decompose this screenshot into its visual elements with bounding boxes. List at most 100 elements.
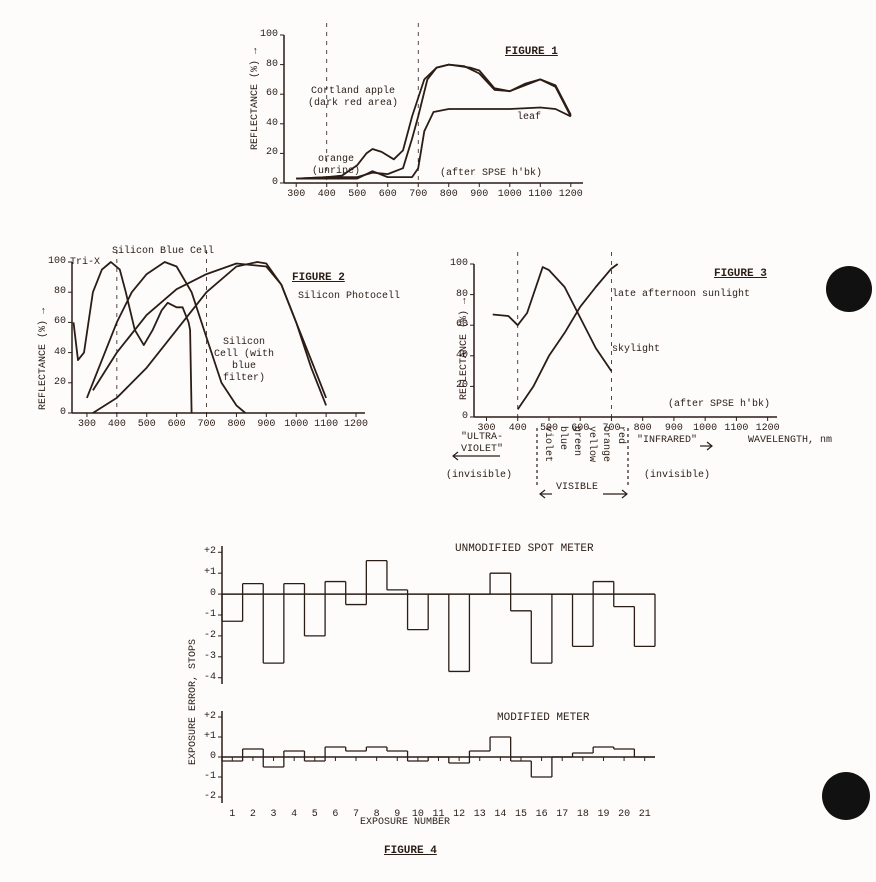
x-tick-label: 6 — [332, 809, 339, 820]
x-tick-label: 600 — [378, 189, 397, 200]
chart-title: FIGURE 2 — [292, 272, 345, 284]
x-tick-label: 14 — [494, 809, 507, 820]
series-label: Silicon Photocell — [298, 291, 401, 302]
y-tick-label: -2 — [204, 791, 217, 802]
x-tick-label: 1200 — [558, 189, 583, 200]
x-tick-label: 500 — [348, 189, 367, 200]
x-tick-label: 1000 — [497, 189, 522, 200]
x-tick-label: 700 — [197, 419, 216, 430]
x-tick-label: 800 — [227, 419, 246, 430]
y-axis-label: EXPOSURE ERROR, STOPS — [188, 638, 199, 765]
y-tick-label: 0 — [210, 588, 217, 600]
x-tick-label: 1100 — [724, 423, 749, 434]
x-tick-label: 1100 — [314, 419, 339, 430]
x-tick-label: 13 — [473, 809, 486, 820]
x-tick-label: 500 — [539, 423, 558, 434]
series-line — [296, 63, 572, 180]
x-tick-label: 17 — [556, 809, 569, 820]
x-tick-label: 300 — [77, 419, 96, 430]
y-tick-label: +1 — [204, 731, 217, 742]
y-tick-label: 20 — [54, 376, 67, 388]
band-label: violet — [542, 426, 553, 463]
annotation: (after SPSE h'bk) — [668, 399, 771, 410]
y-tick-label: -3 — [204, 650, 217, 662]
x-tick-label: 1000 — [284, 419, 309, 430]
y-tick-label: -1 — [204, 609, 217, 620]
x-tick-label: 12 — [453, 809, 466, 820]
arrow-head — [452, 451, 459, 461]
chart-title: MODIFIED METER — [497, 712, 590, 724]
x-tick-label: 19 — [597, 809, 610, 820]
annotation: (after SPSE h'bk) — [440, 168, 543, 179]
binder-hole — [822, 772, 870, 820]
y-tick-label: 60 — [456, 319, 469, 331]
binder-hole — [826, 266, 872, 312]
y-tick-label: 40 — [456, 349, 469, 361]
arrow-head — [621, 489, 628, 499]
x-tick-label: 16 — [535, 809, 548, 820]
y-tick-label: 100 — [48, 256, 67, 267]
x-tick-label: 1 — [229, 809, 236, 820]
y-tick-label: -4 — [204, 671, 217, 683]
y-tick-label: +2 — [204, 711, 217, 722]
y-tick-label: 0 — [272, 177, 279, 188]
series-label: Tri-X — [70, 257, 101, 268]
y-tick-label: 0 — [462, 411, 469, 422]
chart-title: FIGURE 1 — [505, 46, 558, 58]
y-axis-label: REFLECTANCE (%) → — [459, 297, 470, 400]
series-line — [492, 266, 613, 372]
y-tick-label: 40 — [54, 346, 67, 358]
arrow-head — [539, 489, 546, 499]
x-tick-label: 900 — [257, 419, 276, 430]
y-tick-label: 80 — [54, 286, 67, 298]
x-tick-label: 600 — [571, 423, 590, 434]
x-tick-label: 15 — [514, 809, 527, 820]
y-tick-label: 0 — [60, 407, 67, 418]
x-tick-label: 2 — [249, 809, 256, 820]
x-tick-label: 800 — [633, 423, 652, 434]
y-tick-label: -2 — [204, 629, 217, 641]
x-tick-label: 21 — [638, 809, 651, 820]
series-line — [296, 106, 572, 180]
series-line — [72, 261, 193, 414]
series-label: Silicon Cell (with blue filter) — [213, 337, 274, 384]
x-tick-label: 600 — [167, 419, 186, 430]
band-label: orange — [600, 426, 611, 463]
x-axis-label: EXPOSURE NUMBER — [360, 817, 451, 828]
y-tick-label: 80 — [266, 58, 279, 70]
x-tick-label: 700 — [409, 189, 428, 200]
x-tick-label: 8 — [373, 809, 380, 820]
series-label: late afternoon sunlight — [612, 289, 751, 300]
x-tick-label: 1100 — [528, 189, 553, 200]
x-tick-label: 1200 — [755, 423, 780, 434]
annotation: "ULTRA-VIOLET" — [460, 432, 503, 455]
annotation: (invisible) — [446, 470, 513, 481]
y-tick-label: 40 — [266, 117, 279, 129]
x-tick-label: 400 — [317, 189, 336, 200]
x-tick-label: 300 — [477, 423, 496, 434]
x-tick-label: 18 — [576, 809, 589, 820]
band-label: blue — [556, 426, 568, 451]
y-tick-label: 100 — [260, 29, 279, 40]
y-tick-label: 60 — [266, 88, 279, 100]
x-tick-label: 1200 — [344, 419, 369, 430]
chart-title: FIGURE 3 — [714, 268, 767, 280]
x-tick-label: 9 — [394, 809, 401, 820]
series-line — [516, 263, 619, 410]
y-tick-label: 20 — [456, 380, 469, 392]
band-label: green — [571, 426, 582, 457]
band-label: yellow — [585, 426, 597, 463]
annotation: WAVELENGTH, nm — [748, 435, 833, 446]
x-tick-label: 10 — [411, 809, 424, 820]
band-label: red — [614, 426, 626, 445]
caption: FIGURE 4 — [384, 845, 437, 857]
x-tick-label: 7 — [353, 809, 360, 820]
x-tick-label: 700 — [602, 423, 621, 434]
series-label: Silicon Blue Cell — [112, 246, 215, 257]
x-tick-label: 20 — [618, 809, 631, 820]
y-tick-label: 20 — [266, 147, 279, 159]
annotation: (invisible) — [644, 470, 711, 481]
arrow-head — [706, 441, 713, 451]
